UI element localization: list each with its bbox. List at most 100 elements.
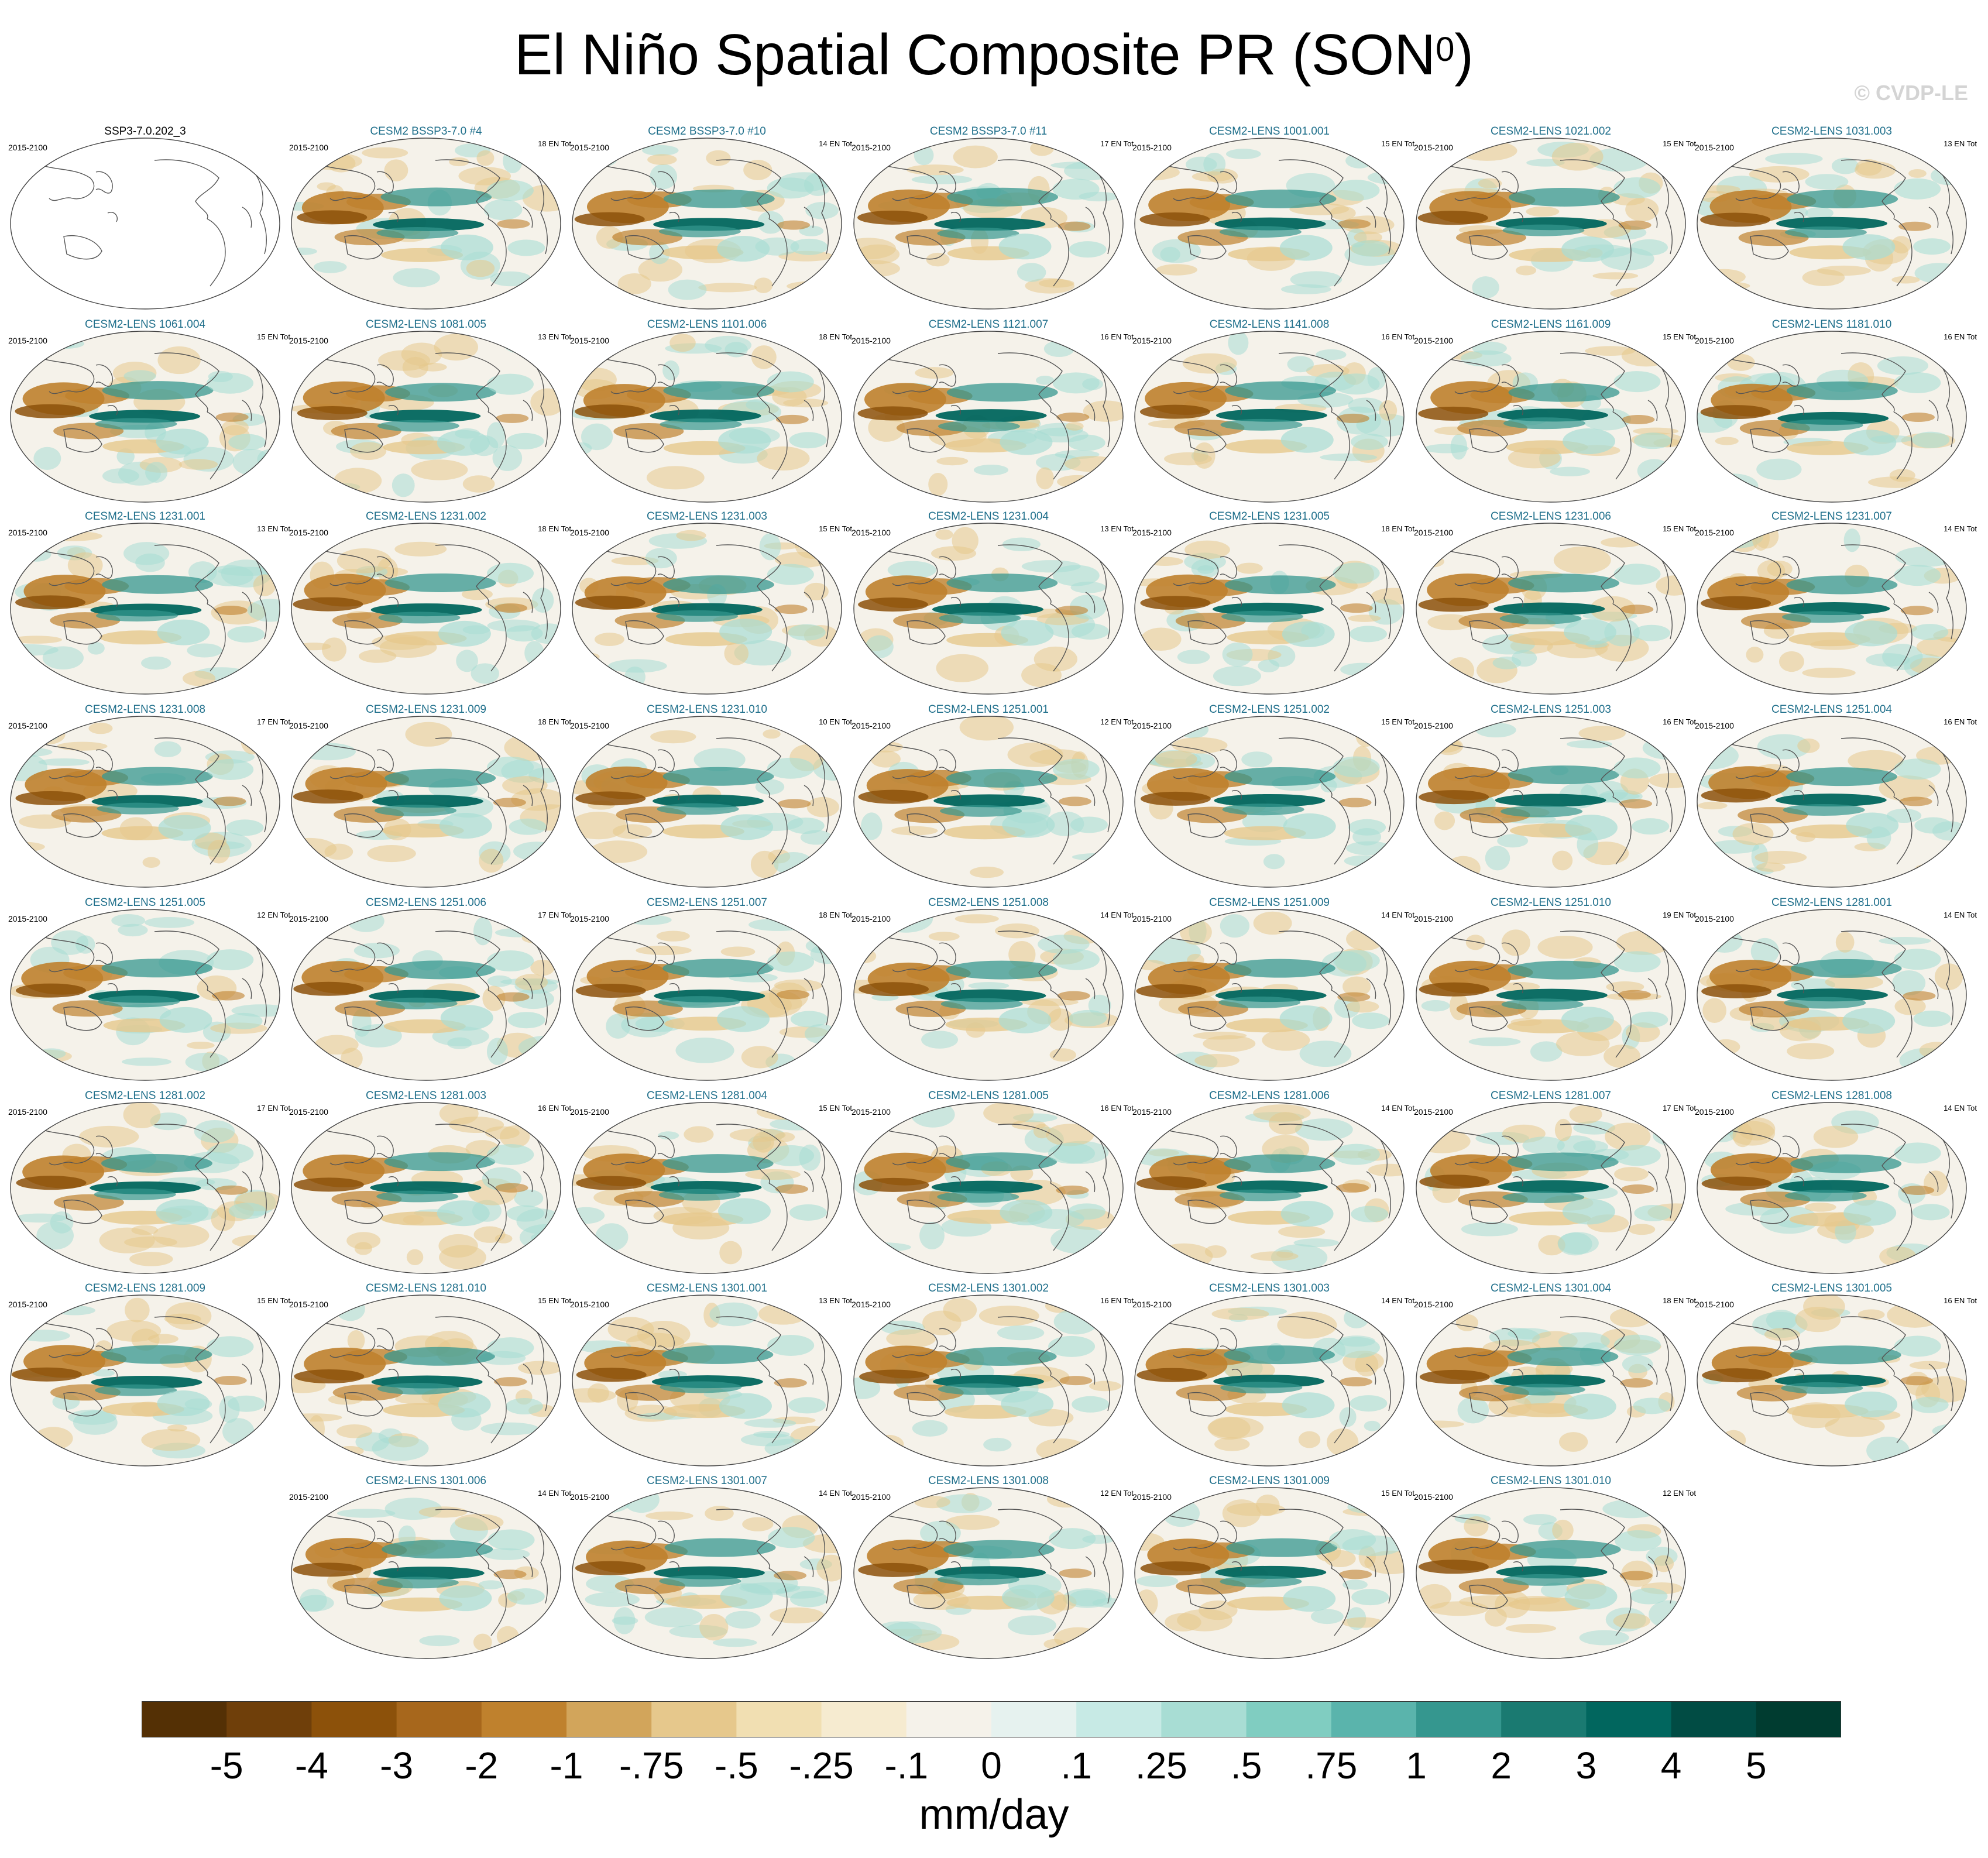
map-panel: CESM2-LENS 1251.007 2015-2100 18 EN Tot [566, 894, 852, 1087]
panel-years-label: 2015-2100 [1414, 143, 1453, 152]
panel-event-count: 15 EN Tot [1663, 332, 1696, 341]
panel-event-count: 17 EN Tot [257, 1104, 290, 1112]
world-map [1416, 1294, 1686, 1467]
panel-years-label: 2015-2100 [1132, 1107, 1172, 1117]
world-map [572, 909, 842, 1081]
world-map [10, 1102, 280, 1274]
map-panel: CESM2-LENS 1251.003 2015-2100 16 EN Tot [1410, 701, 1696, 894]
map-panel: CESM2-LENS 1281.004 2015-2100 15 EN Tot [566, 1087, 852, 1280]
panel-model-label: CESM2-LENS 1301.010 [1491, 1475, 1611, 1487]
world-map [1134, 1294, 1405, 1467]
map-panel: CESM2-LENS 1251.008 2015-2100 14 EN Tot [848, 894, 1134, 1087]
world-map [10, 716, 280, 888]
world-map [572, 1294, 842, 1467]
panel-years-label: 2015-2100 [1132, 721, 1172, 730]
panel-model-label: CESM2 BSSP3-7.0 #11 [929, 125, 1048, 138]
panel-years-label: 2015-2100 [1695, 914, 1734, 923]
panel-years-label: 2015-2100 [1414, 528, 1453, 537]
colorbar-tick-label: -.25 [789, 1744, 854, 1787]
map-panel: CESM2-LENS 1301.007 2015-2100 14 EN Tot [566, 1472, 852, 1665]
panel-model-label: CESM2-LENS 1231.002 [366, 510, 486, 523]
panel-model-label: CESM2-LENS 1251.006 [366, 897, 486, 909]
panel-model-label: CESM2-LENS 1251.003 [1491, 703, 1611, 716]
panel-event-count: 18 EN Tot [538, 524, 571, 533]
world-map [1416, 909, 1686, 1081]
panel-model-label: CESM2-LENS 1281.003 [366, 1090, 486, 1102]
panel-years-label: 2015-2100 [1414, 336, 1453, 345]
panel-event-count: 19 EN Tot [1663, 911, 1696, 919]
panel-years-label: 2015-2100 [1132, 914, 1172, 923]
colorbar-segment [821, 1701, 907, 1737]
panel-model-label: CESM2-LENS 1231.007 [1771, 510, 1892, 523]
colorbar-segment [1076, 1701, 1162, 1737]
panel-event-count: 12 EN Tot [1100, 717, 1134, 726]
panel-years-label: 2015-2100 [289, 1107, 328, 1117]
colorbar-segment [906, 1701, 992, 1737]
colorbar-tick-label: -5 [210, 1744, 243, 1787]
panel-event-count: 18 EN Tot [1381, 524, 1414, 533]
colorbar-tick-label: 2 [1491, 1744, 1512, 1787]
world-map [10, 331, 280, 503]
panel-years-label: 2015-2100 [570, 721, 609, 730]
panel-event-count: 15 EN Tot [1381, 717, 1414, 726]
map-panel: CESM2 BSSP3-7.0 #4 2015-2100 18 EN Tot [286, 123, 571, 316]
panel-years-label: 2015-2100 [8, 914, 47, 923]
colorbar-tick-label: .1 [1060, 1744, 1092, 1787]
panel-years-label: 2015-2100 [1414, 914, 1453, 923]
map-panel: CESM2 BSSP3-7.0 #11 2015-2100 17 EN Tot [848, 123, 1134, 316]
world-map [291, 523, 561, 695]
panel-model-label: CESM2-LENS 1101.006 [647, 318, 767, 331]
panel-event-count: 16 EN Tot [538, 1104, 571, 1112]
colorbar-segment [311, 1701, 397, 1737]
panel-model-label: CESM2-LENS 1301.004 [1491, 1282, 1611, 1294]
panel-years-label: 2015-2100 [570, 1492, 609, 1502]
panel-model-label: CESM2-LENS 1251.005 [85, 897, 205, 909]
world-map [291, 138, 561, 310]
panel-event-count: 18 EN Tot [819, 332, 852, 341]
world-map [10, 138, 280, 310]
panel-years-label: 2015-2100 [1132, 1492, 1172, 1502]
panel-years-label: 2015-2100 [570, 1300, 609, 1309]
map-panel: CESM2-LENS 1301.010 2015-2100 12 EN Tot [1410, 1472, 1696, 1665]
panel-years-label: 2015-2100 [1414, 1492, 1453, 1502]
map-panel: CESM2-LENS 1281.006 2015-2100 14 EN Tot [1129, 1087, 1414, 1280]
panel-event-count: 14 EN Tot [819, 1489, 852, 1498]
panel-event-count: 14 EN Tot [1381, 911, 1414, 919]
world-map [10, 523, 280, 695]
panel-years-label: 2015-2100 [1695, 721, 1734, 730]
map-panel: CESM2-LENS 1231.004 2015-2100 13 EN Tot [848, 508, 1134, 701]
colorbar-tick-label: 4 [1660, 1744, 1682, 1787]
colorbar-tick-label: -.1 [884, 1744, 929, 1787]
watermark: © CVDP-LE [1854, 81, 1968, 105]
panel-model-label: CESM2-LENS 1301.008 [928, 1475, 1049, 1487]
panel-event-count: 17 EN Tot [257, 717, 290, 726]
map-panel: CESM2-LENS 1231.002 2015-2100 18 EN Tot [286, 508, 571, 701]
world-map [853, 331, 1124, 503]
panel-model-label: CESM2-LENS 1301.006 [366, 1475, 486, 1487]
panel-model-label: CESM2-LENS 1181.010 [1771, 318, 1892, 331]
panel-event-count: 13 EN Tot [819, 1296, 852, 1305]
colorbar-segment [226, 1701, 312, 1737]
colorbar-tick-label: -4 [294, 1744, 328, 1787]
colorbar-tick-label: 5 [1746, 1744, 1767, 1787]
panel-model-label: CESM2-LENS 1301.007 [647, 1475, 767, 1487]
panel-event-count: 14 EN Tot [1944, 524, 1977, 533]
map-panel: CESM2-LENS 1251.001 2015-2100 12 EN Tot [848, 701, 1134, 894]
panel-years-label: 2015-2100 [1695, 336, 1734, 345]
panel-years-label: 2015-2100 [289, 914, 328, 923]
panel-years-label: 2015-2100 [289, 336, 328, 345]
panel-event-count: 16 EN Tot [1100, 1296, 1134, 1305]
world-map [291, 1102, 561, 1274]
panel-event-count: 13 EN Tot [538, 332, 571, 341]
map-panel: CESM2-LENS 1251.002 2015-2100 15 EN Tot [1129, 701, 1414, 894]
world-map [1134, 716, 1405, 888]
panel-event-count: 14 EN Tot [1381, 1104, 1414, 1112]
map-panel: CESM2-LENS 1251.010 2015-2100 19 EN Tot [1410, 894, 1696, 1087]
panel-event-count: 14 EN Tot [1944, 1104, 1977, 1112]
panel-model-label: CESM2-LENS 1061.004 [85, 318, 205, 331]
map-panel: CESM2-LENS 1231.005 2015-2100 18 EN Tot [1129, 508, 1414, 701]
panel-years-label: 2015-2100 [1414, 721, 1453, 730]
map-panel: CESM2-LENS 1231.001 2015-2100 13 EN Tot [5, 508, 290, 701]
panel-event-count: 17 EN Tot [538, 911, 571, 919]
map-panel: CESM2-LENS 1231.007 2015-2100 14 EN Tot [1691, 508, 1977, 701]
